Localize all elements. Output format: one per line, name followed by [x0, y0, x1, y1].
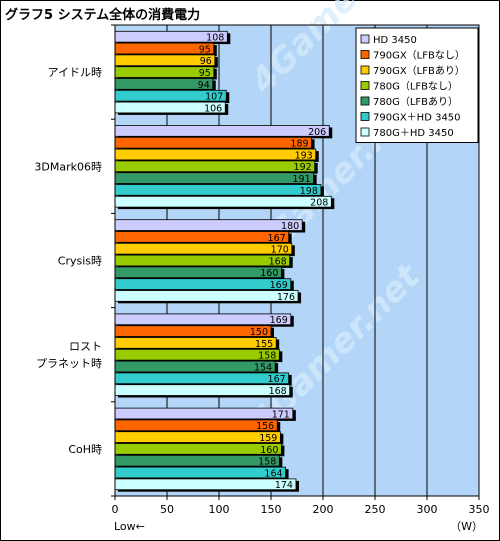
bar [114, 148, 317, 161]
data-label: 169 [270, 315, 288, 326]
bar [114, 278, 292, 290]
data-label: 176 [277, 292, 295, 303]
legend-swatch [360, 112, 370, 121]
data-label: 170 [271, 245, 289, 256]
bar [114, 466, 286, 479]
legend-swatch [360, 65, 370, 75]
category-label: Crysis時 [58, 255, 102, 268]
x-tick-label: 100 [209, 503, 230, 516]
category-label: 3DMark06時 [34, 160, 102, 173]
data-label: 160 [260, 445, 278, 456]
x-axis-unit: （W） [450, 520, 483, 533]
bar [114, 478, 297, 491]
bar [114, 372, 290, 385]
x-tick-label: 50 [160, 503, 174, 516]
data-label: 169 [270, 280, 288, 291]
bar [114, 454, 280, 467]
bar [114, 431, 281, 443]
data-label: 198 [300, 186, 318, 197]
data-label: 180 [281, 221, 299, 232]
bar [114, 407, 294, 420]
chart-title: グラフ5 システム全体の消費電力 [5, 8, 201, 23]
data-label: 108 [206, 33, 224, 44]
bar [114, 195, 332, 208]
bar [114, 219, 303, 231]
x-tick-label: 300 [417, 503, 438, 516]
data-label: 191 [292, 174, 310, 185]
data-label: 95 [199, 68, 211, 79]
bar [114, 360, 276, 373]
data-label: 193 [295, 150, 313, 161]
x-axis-low-label: Low← [114, 520, 145, 533]
legend-label: 780G＋HD 3450 [373, 128, 454, 139]
bar [114, 313, 292, 326]
x-tick-label: 250 [365, 503, 386, 516]
category-label: アイドル時 [48, 66, 102, 79]
bar [114, 337, 277, 349]
bar [114, 384, 291, 396]
bar [114, 125, 330, 137]
data-label: 167 [268, 374, 286, 385]
data-label: 159 [259, 433, 277, 444]
bar [114, 136, 312, 149]
data-label: 189 [290, 139, 308, 150]
data-label: 167 [268, 233, 286, 244]
x-tick-label: 0 [112, 503, 119, 516]
bar [114, 184, 322, 196]
data-label: 156 [256, 421, 274, 432]
data-label: 94 [198, 80, 210, 91]
bar [114, 443, 282, 455]
legend-box [355, 27, 479, 143]
legend-label: 780G（LFBなし） [373, 81, 458, 93]
data-label: 106 [204, 103, 222, 114]
data-label: 150 [250, 327, 268, 338]
data-label: 158 [258, 457, 276, 468]
data-label: 206 [308, 127, 326, 138]
bar [114, 419, 278, 432]
legend-swatch [360, 127, 370, 137]
bar [114, 160, 316, 173]
data-label: 96 [200, 56, 212, 67]
data-label: 171 [272, 409, 290, 420]
bar [114, 242, 293, 255]
data-label: 158 [258, 351, 276, 362]
bar [114, 254, 291, 267]
bar [114, 231, 290, 243]
data-label: 168 [269, 386, 287, 397]
bar [114, 290, 299, 302]
category-label: プラネット時 [36, 357, 102, 370]
bar [114, 266, 282, 279]
legend-label: HD 3450 [373, 35, 417, 46]
category-label: CoH時 [68, 443, 102, 456]
legend-swatch [360, 81, 370, 90]
data-label: 164 [264, 468, 282, 479]
data-label: 155 [255, 339, 273, 350]
legend-swatch [360, 96, 370, 106]
category-label: ロスト [69, 340, 102, 353]
legend-label: 780G（LFBあり） [373, 96, 458, 108]
x-tick-label: 150 [261, 503, 282, 516]
legend-swatch [360, 34, 370, 44]
legend-label: 790GX＋HD 3450 [373, 113, 461, 124]
legend-label: 790GX（LFBなし） [373, 50, 465, 62]
x-tick-label: 200 [313, 503, 334, 516]
plot-border [114, 24, 480, 497]
data-label: 192 [294, 162, 312, 173]
bar [114, 348, 280, 361]
bar [114, 172, 315, 184]
data-label: 107 [205, 92, 223, 103]
x-tick-label: 350 [469, 503, 490, 516]
legend-label: 790GX（LFBあり） [373, 65, 465, 77]
data-label: 174 [275, 480, 293, 491]
data-label: 168 [269, 256, 287, 267]
data-label: 208 [310, 198, 328, 209]
bar [114, 325, 272, 337]
legend-swatch [360, 50, 370, 59]
data-label: 154 [254, 362, 272, 373]
data-label: 160 [260, 268, 278, 279]
data-label: 95 [199, 44, 211, 55]
